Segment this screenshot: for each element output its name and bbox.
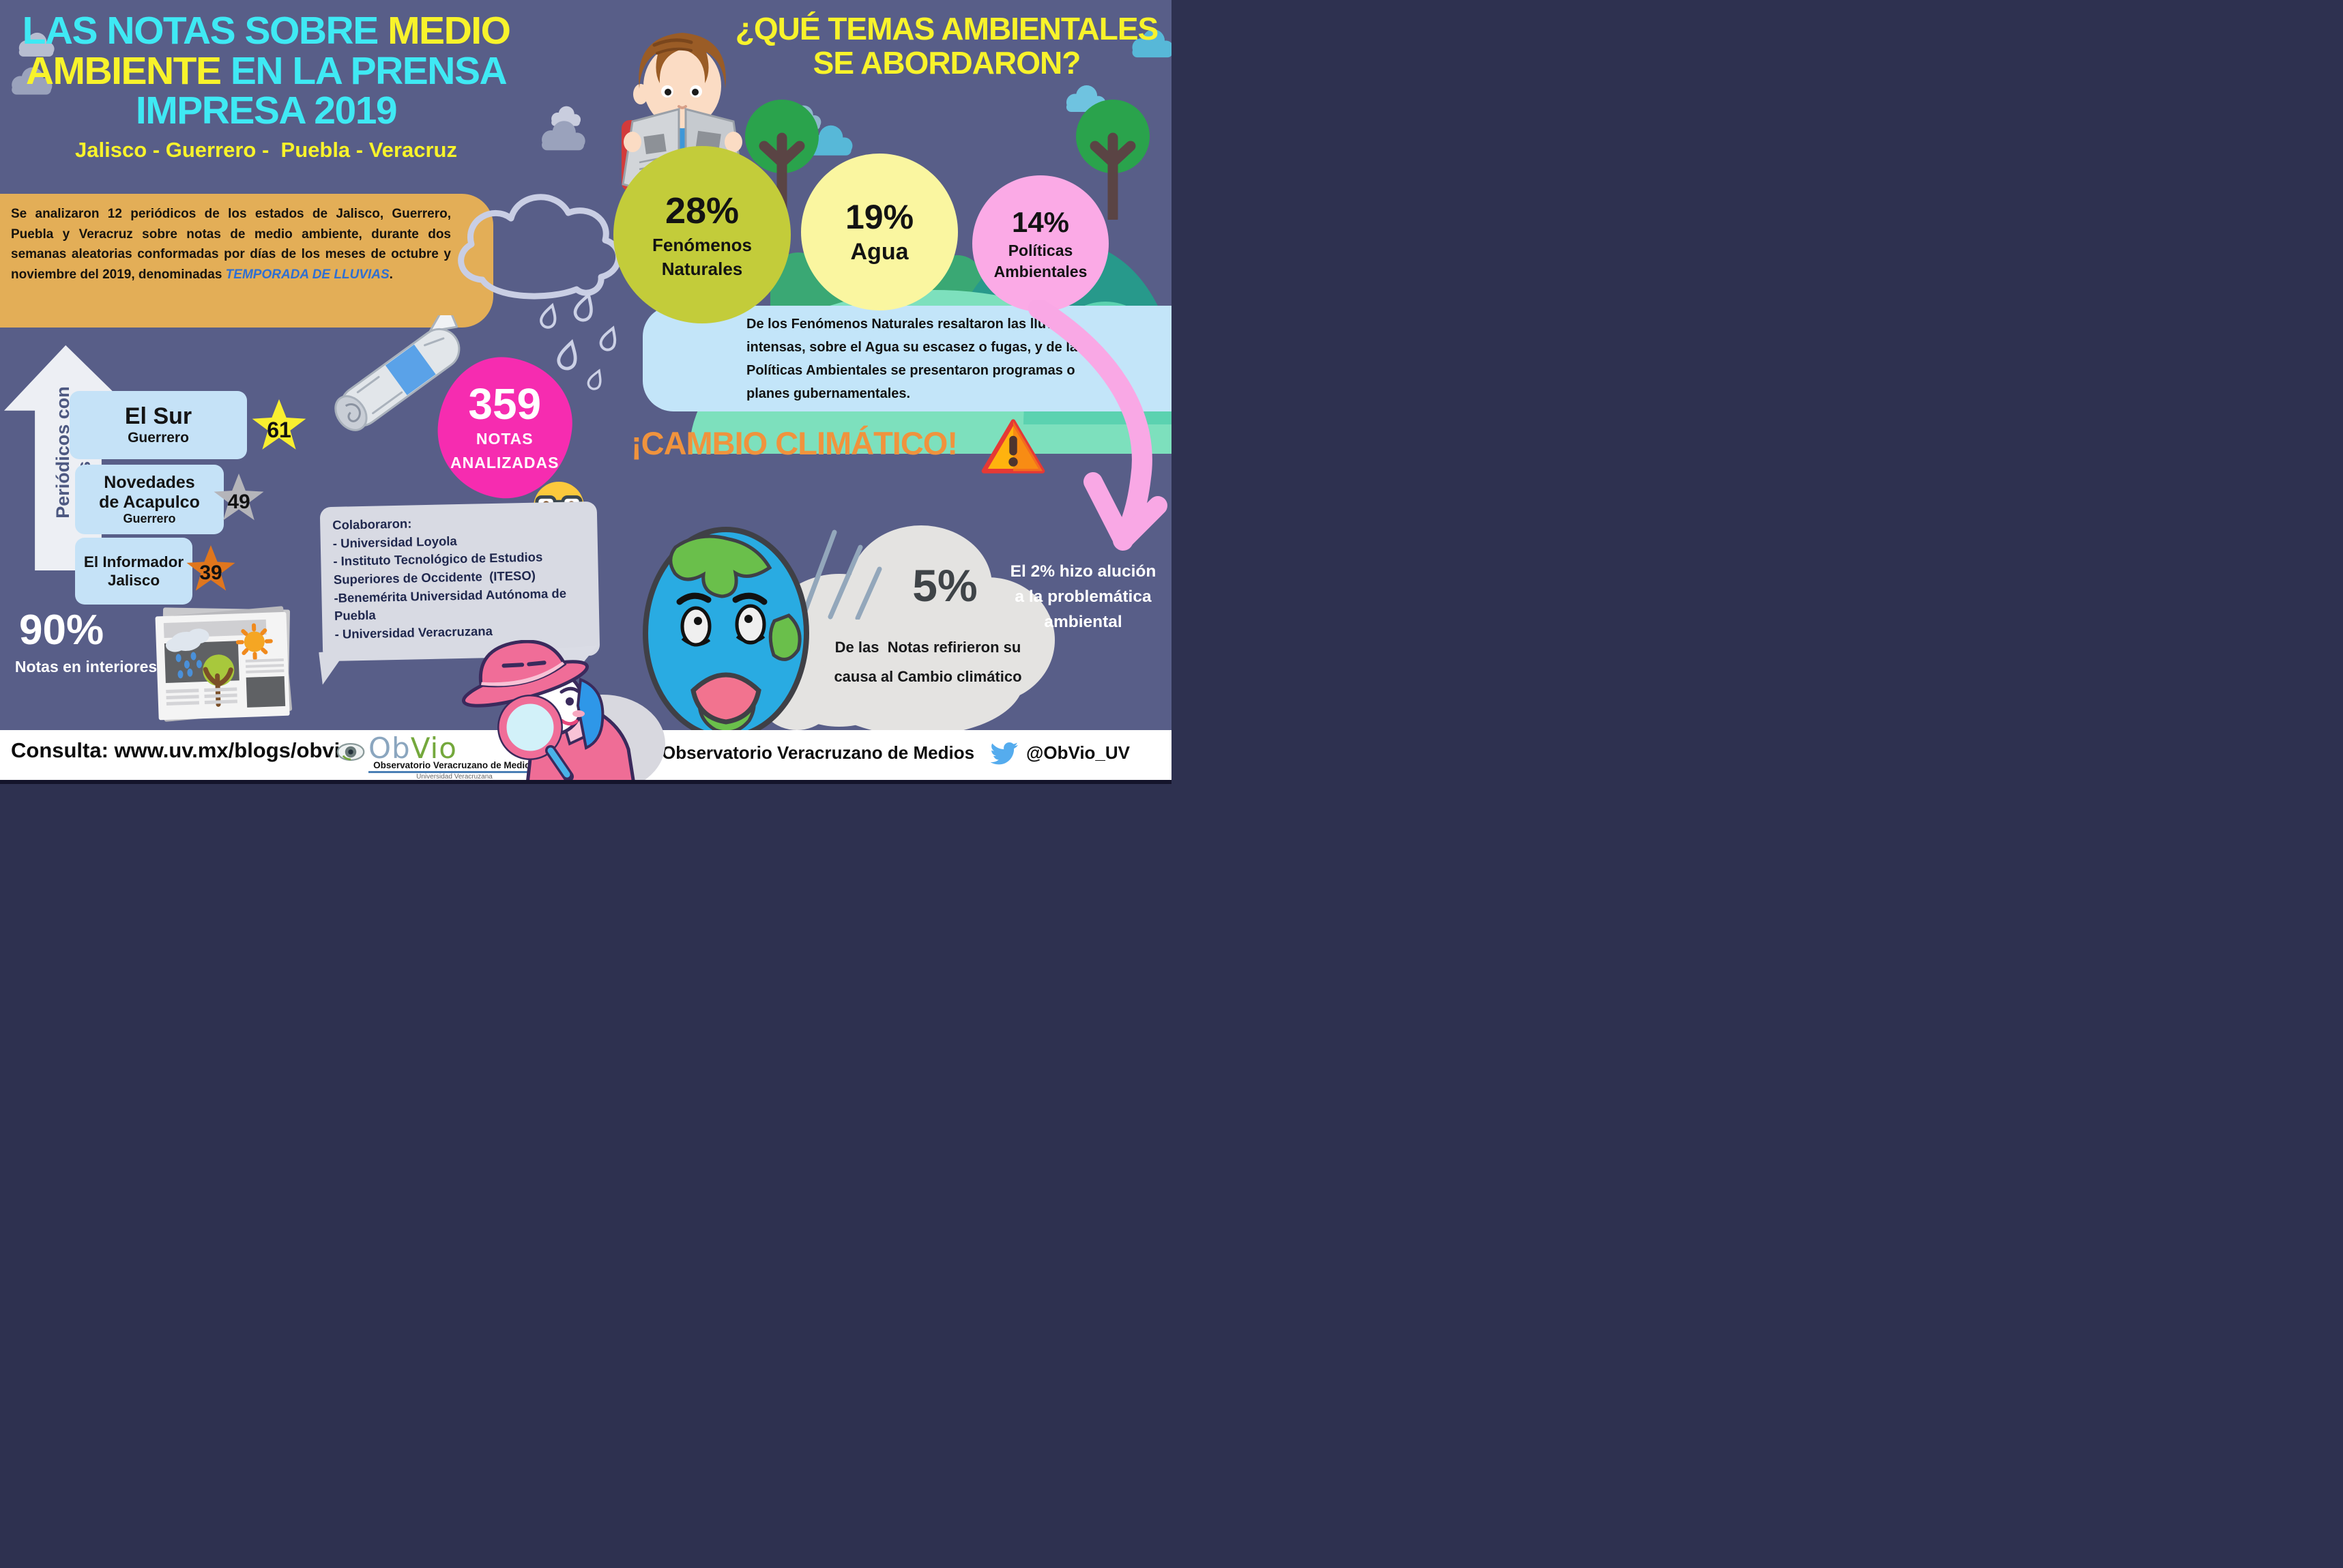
interiors-label: Notas en interiores (14, 658, 158, 676)
facebook-link[interactable]: Observatorio Veracruzano de Medios (662, 742, 975, 763)
pink-arrow-icon (1028, 300, 1167, 551)
climate-aside: El 2% hizo alución a la problemática amb… (1010, 562, 1156, 631)
rain-cloud-outline-icon (458, 194, 622, 390)
cloud-icon (12, 67, 53, 95)
topic-circle-fenomenos: 28% Fenómenos Naturales (613, 146, 791, 323)
topic-circle-politicas: 14% Políticas Ambientales (972, 175, 1109, 312)
obvio-logo-underline (368, 771, 540, 773)
star-value-1: 61 (252, 399, 306, 450)
intro-highlight: TEMPORADA DE LLUVIAS (225, 267, 390, 282)
cloud-icon (1132, 29, 1172, 58)
bottom-edge-strip (0, 780, 1172, 784)
cloud-icon (542, 121, 585, 151)
states-subtitle: Jalisco - Guerrero - Puebla - Veracruz (75, 138, 457, 162)
title-segment: EN LA PRENSA (220, 48, 508, 93)
twitter-link[interactable]: @ObVio_UV (1026, 742, 1131, 763)
infographic-canvas: LAS NOTAS SOBRE MEDIO AMBIENTE EN LA PRE… (0, 0, 1172, 784)
notes-count: 359 (468, 379, 542, 429)
title-segment: AMBIENTE (25, 48, 222, 93)
interiors-pct: 90% (19, 607, 104, 654)
newspaper-page-illustration (155, 606, 293, 722)
topic-circle-agua: 19% Agua (801, 154, 958, 310)
title-segment: IMPRESA 2019 (135, 89, 398, 133)
collaboration-panel: Colaboraron: - Universidad Loyola - Inst… (319, 501, 600, 662)
topics-heading: ¿QUÉ TEMAS AMBIENTALES SE ABORDARON? (735, 11, 1159, 81)
rolled-newspaper-illustration (334, 315, 461, 431)
climate-caption: De las Notas refirieron su causa al Camb… (834, 639, 1022, 685)
title-segment: MEDIO (388, 9, 511, 53)
climate-heading: ¡CAMBIO CLIMÁTICO! (630, 425, 958, 461)
intro-text: Se analizaron 12 periódicos de los estad… (11, 207, 451, 282)
newspaper-rank-2: Novedades de Acapulco Guerrero (75, 465, 224, 534)
tree-icon (1076, 100, 1150, 220)
obvio-logo-line1: Observatorio Veracruzano de Medios (373, 760, 536, 770)
newspaper-rank-1: El Sur Guerrero (70, 391, 247, 459)
obvio-logo: ObVio (368, 731, 457, 765)
twitter-bird-icon[interactable] (988, 742, 1019, 768)
intro-panel: Se analizaron 12 periódicos de los estad… (0, 194, 493, 328)
obvio-logo-line2: Universidad Veracruzana (416, 773, 493, 781)
title-segment: LAS NOTAS SOBRE (22, 9, 388, 53)
consult-link[interactable]: Consulta: www.uv.mx/blogs/obvio (11, 738, 353, 762)
sun-icon (235, 623, 273, 660)
cloud-icon (18, 32, 55, 57)
page-title: LAS NOTAS SOBRE MEDIO AMBIENTE EN LA PRE… (7, 11, 525, 131)
newspaper-rank-3: El Informador Jalisco (75, 538, 192, 605)
detective-illustration (461, 640, 665, 784)
warning-triangle-icon (981, 419, 1045, 474)
raindrops-icon (540, 292, 617, 390)
climate-pct: 5% (912, 560, 978, 611)
obvio-eye-icon (336, 742, 365, 761)
topics-detail-panel: De los Fenómenos Naturales resaltaron la… (643, 306, 1172, 411)
star-value-3: 39 (186, 545, 235, 591)
stress-lines-icon (802, 529, 882, 620)
